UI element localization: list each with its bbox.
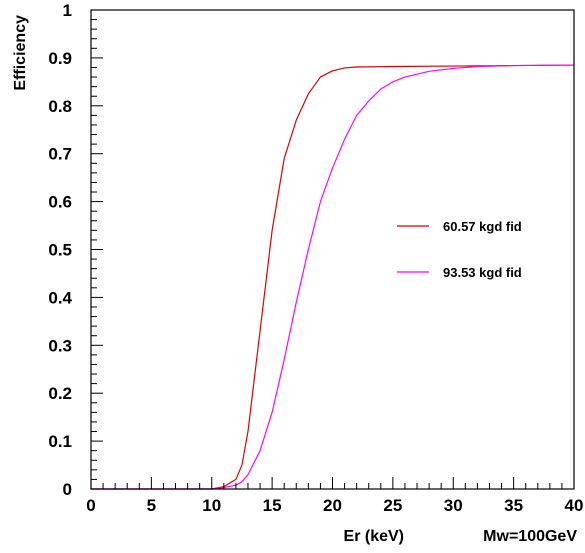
y-axis-title: Efficiency (12, 15, 29, 91)
y-tick-label: 0.1 (48, 432, 72, 451)
y-tick-label: 0.8 (48, 97, 72, 116)
y-tick-label: 0 (63, 480, 72, 499)
plot-area-border (90, 9, 575, 490)
plot-lines (91, 64, 575, 490)
x-tick-label: 20 (323, 496, 342, 515)
x-tick-label: 5 (147, 496, 156, 515)
y-axis-ticks: 0 0.1 0.2 0.3 0.4 0.5 0.6 0.7 0.8 0.9 1 (48, 1, 103, 499)
series-line-2 (91, 64, 575, 490)
y-tick-label: 0.3 (48, 336, 72, 355)
x-tick-label: 40 (565, 496, 584, 515)
plot-frame (90, 9, 575, 490)
x-axis-ticks: 0 5 10 15 20 25 30 35 40 (86, 477, 583, 515)
x-axis-note: Mw=100GeV (483, 528, 577, 545)
y-tick-label: 0.4 (48, 288, 72, 307)
x-axis-title: Er (keV) (344, 528, 404, 545)
legend-label-2: 93.53 kgd fid (443, 265, 522, 280)
x-tick-label: 15 (263, 496, 282, 515)
y-tick-label: 0.7 (48, 145, 72, 164)
y-tick-label: 0.6 (48, 193, 72, 212)
y-tick-label: 0.2 (48, 384, 72, 403)
x-tick-label: 10 (202, 496, 221, 515)
legend-label-1: 60.57 kgd fid (443, 219, 522, 234)
x-tick-label: 35 (504, 496, 523, 515)
legend: 60.57 kgd fid 93.53 kgd fid (397, 219, 522, 280)
x-tick-label: 0 (86, 496, 95, 515)
y-tick-label: 0.9 (48, 49, 72, 68)
y-tick-label: 1 (63, 1, 72, 20)
x-tick-label: 30 (444, 496, 463, 515)
x-tick-label: 25 (383, 496, 402, 515)
y-tick-label: 0.5 (48, 241, 72, 260)
series-line-1 (91, 64, 575, 490)
